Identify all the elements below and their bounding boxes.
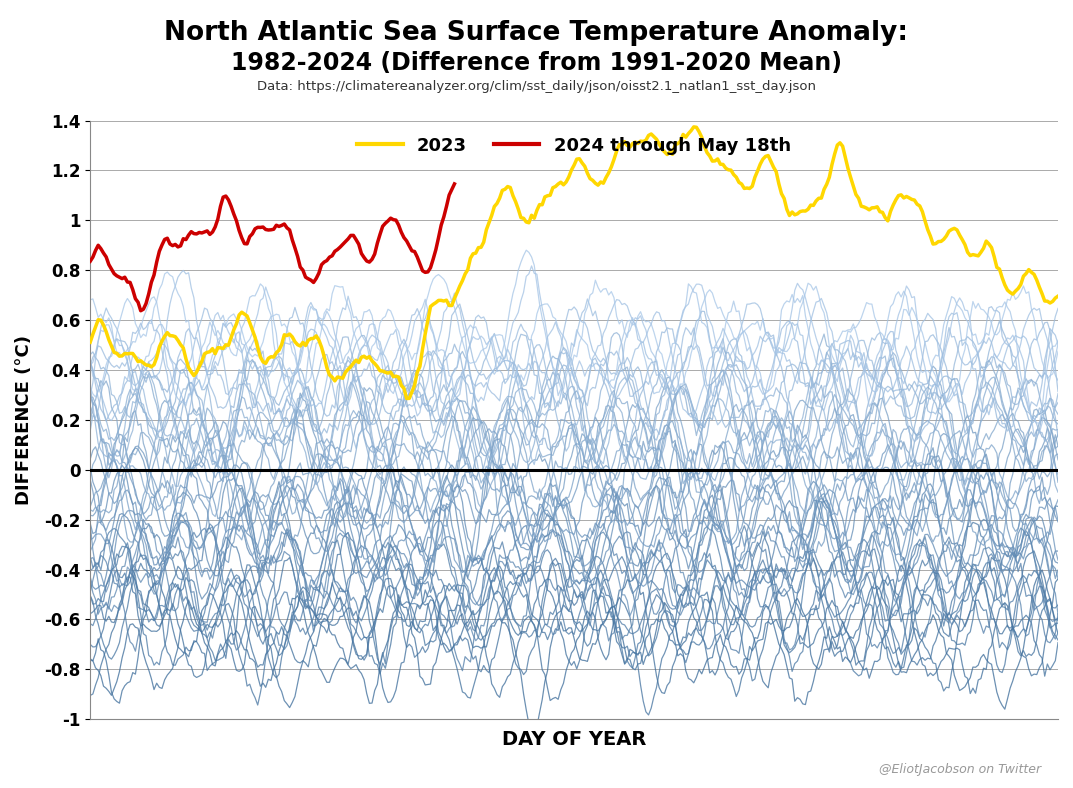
- Y-axis label: DIFFERENCE (°C): DIFFERENCE (°C): [15, 335, 33, 505]
- Text: Data: https://climatereanalyzer.org/clim/sst_daily/json/oisst2.1_natlan1_sst_day: Data: https://climatereanalyzer.org/clim…: [258, 80, 815, 93]
- X-axis label: DAY OF YEAR: DAY OF YEAR: [502, 730, 646, 749]
- Text: North Atlantic Sea Surface Temperature Anomaly:: North Atlantic Sea Surface Temperature A…: [164, 20, 909, 46]
- Legend: 2023, 2024 through May 18th: 2023, 2024 through May 18th: [350, 129, 798, 162]
- Text: 1982-2024 (Difference from 1991-2020 Mean): 1982-2024 (Difference from 1991-2020 Mea…: [231, 51, 842, 75]
- Text: @EliotJacobson on Twitter: @EliotJacobson on Twitter: [879, 764, 1041, 776]
